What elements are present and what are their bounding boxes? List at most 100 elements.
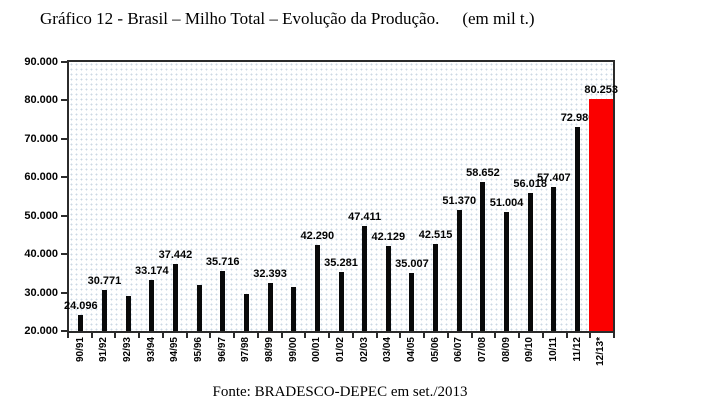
bar-value-label: 51.004	[489, 196, 524, 209]
bar	[551, 187, 557, 331]
y-axis-tick	[61, 253, 67, 256]
x-axis-label: 05/06	[429, 337, 441, 363]
bar	[172, 263, 178, 331]
x-axis-label: 02/03	[358, 337, 370, 363]
bar-value-label: 24.096	[63, 300, 98, 313]
bar-value-label: 58.652	[466, 167, 500, 180]
x-axis-label: 08/09	[500, 337, 512, 363]
y-axis-tick	[61, 99, 67, 102]
x-axis-tick	[138, 333, 141, 338]
x-axis-label: 01/02	[335, 337, 346, 363]
bar-value-label: 35.716	[205, 255, 240, 268]
x-axis-tick	[613, 333, 615, 338]
x-axis-tick	[541, 333, 544, 338]
bar-value-label: 80.253	[584, 84, 618, 97]
x-axis-tick	[470, 333, 473, 338]
bar	[196, 284, 202, 331]
bar	[125, 296, 131, 331]
bar	[267, 283, 273, 331]
bar	[220, 270, 226, 331]
x-axis-label: 10/11	[547, 337, 559, 362]
x-axis-label: 99/00	[287, 337, 299, 363]
bar	[409, 273, 415, 331]
x-axis-label: 98/99	[264, 337, 276, 363]
x-axis-label: 04/05	[405, 337, 417, 363]
x-axis-tick	[328, 333, 331, 338]
bar	[78, 315, 84, 331]
bar-value-label: 47.411	[348, 210, 382, 223]
x-axis-tick	[90, 333, 93, 338]
x-axis-label: 94/95	[169, 337, 181, 363]
bar	[575, 127, 581, 331]
y-axis-tick	[61, 61, 67, 63]
x-axis-label: 92/93	[122, 337, 134, 363]
bar-value-label: 42.129	[371, 230, 406, 243]
chart-title-text: Gráfico 12 - Brasil – Milho Total – Evol…	[40, 9, 440, 28]
x-axis-label: 12/13*	[595, 337, 607, 366]
bar-value-label: 42.515	[418, 229, 453, 242]
bar-value-label: 56.018	[513, 177, 548, 190]
x-axis-tick	[67, 333, 69, 338]
y-axis-label: 40.000	[24, 248, 58, 261]
x-axis-tick	[494, 333, 497, 338]
x-axis-label: 97/98	[240, 337, 252, 363]
x-axis-label: 96/97	[216, 337, 228, 363]
y-axis-tick	[61, 291, 67, 294]
x-axis-tick	[351, 333, 354, 338]
x-axis-label: 95/96	[193, 337, 205, 363]
y-axis-tick	[61, 137, 67, 140]
x-axis-tick	[209, 333, 212, 338]
x-axis-tick	[518, 333, 521, 338]
bar-value-label: 72.980	[560, 112, 595, 125]
x-axis-tick	[185, 333, 188, 338]
source-note: Fonte: BRADESCO-DEPEC em set./2013	[212, 384, 468, 400]
bar-value-label: 51.370	[442, 195, 477, 208]
x-axis-label: 90/91	[74, 337, 86, 363]
x-axis-tick	[446, 333, 449, 338]
x-axis-label: 00/01	[311, 337, 323, 363]
bar	[338, 272, 344, 331]
y-axis-label: 50.000	[24, 209, 58, 222]
x-axis-label: 03/04	[382, 337, 394, 363]
bar	[504, 211, 510, 331]
bar	[149, 280, 155, 331]
x-axis-label: 07/08	[476, 337, 488, 363]
bar	[480, 182, 486, 331]
bar	[456, 210, 462, 331]
x-axis-label: 11/12	[571, 337, 583, 362]
bar-value-label: 30.771	[87, 274, 122, 287]
x-axis-tick	[256, 333, 259, 338]
bar	[243, 293, 249, 331]
y-axis-label: 30.000	[24, 286, 58, 299]
x-axis-tick	[565, 333, 568, 338]
bar-value-label: 35.281	[324, 257, 358, 270]
bar	[101, 289, 107, 331]
y-axis-label: 90.000	[24, 56, 58, 68]
x-axis-tick	[280, 333, 283, 338]
chart-title: Gráfico 12 - Brasil – Milho Total – Evol…	[40, 9, 535, 29]
y-axis-tick	[61, 214, 67, 217]
chart-title-unit: (em mil t.)	[462, 9, 535, 28]
bar	[433, 244, 439, 331]
y-axis-label: 60.000	[24, 171, 58, 184]
x-axis-tick	[304, 333, 307, 338]
bar-value-label: 57.407	[537, 172, 571, 185]
bar-value-label: 37.442	[158, 248, 193, 261]
bar-value-label: 33.174	[134, 265, 169, 278]
bar	[314, 245, 320, 331]
y-axis-tick	[61, 330, 67, 332]
bar	[385, 245, 391, 331]
x-axis-tick	[161, 333, 164, 338]
x-axis-label: 06/07	[453, 337, 465, 363]
bar-highlight	[589, 99, 613, 331]
bar	[362, 225, 368, 331]
x-axis-tick	[399, 333, 402, 338]
x-axis-label: 93/94	[145, 337, 157, 363]
x-axis-tick	[114, 333, 117, 338]
x-axis-tick	[375, 333, 378, 338]
x-axis-tick	[589, 333, 592, 338]
x-axis-label: 91/92	[98, 337, 110, 363]
y-axis-label: 20.000	[24, 325, 58, 337]
bar	[527, 192, 533, 331]
